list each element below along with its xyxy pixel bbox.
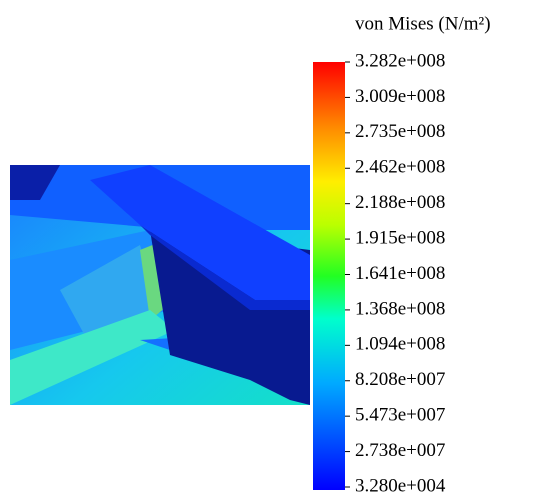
legend-label: 1.094e+008 <box>355 334 445 355</box>
legend-label: 2.188e+008 <box>355 192 445 213</box>
legend-label: 5.473e+007 <box>355 405 445 426</box>
legend-labels: 3.282e+008 3.009e+008 2.735e+008 2.462e+008… <box>345 50 446 493</box>
legend-label: 1.915e+008 <box>355 227 445 248</box>
legend-label: 2.462e+008 <box>355 157 445 178</box>
legend-label: 1.368e+008 <box>355 298 445 319</box>
model-render <box>10 165 310 405</box>
legend-label: 3.280e+004 <box>355 475 446 493</box>
color-bar <box>313 62 345 490</box>
legend-label: 3.009e+008 <box>355 86 445 107</box>
legend-label: 8.208e+007 <box>355 369 445 390</box>
legend-title: von Mises (N/m²) <box>355 13 491 34</box>
legend-label: 3.282e+008 <box>355 50 445 71</box>
legend-label: 2.735e+008 <box>355 121 445 142</box>
legend-label: 1.641e+008 <box>355 263 445 284</box>
screenshot: von Mises (N/m²) 3.282e+008 3.009e+008 2.7… <box>0 0 534 493</box>
legend-label: 2.738e+007 <box>355 440 445 461</box>
page: von Mises (N/m²) 3.282e+008 3.009e+008 2.7… <box>0 0 534 493</box>
